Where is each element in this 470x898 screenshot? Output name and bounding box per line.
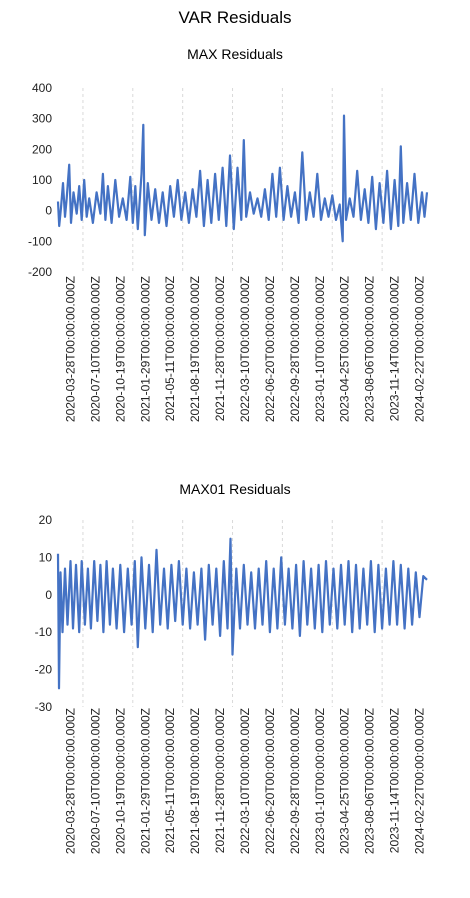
x-tick-label: 2024-02-22T00:00:00.000Z bbox=[413, 276, 427, 422]
gridlines bbox=[82, 88, 383, 272]
max-residuals-chart: 400 300 200 100 0 -100 -200 2020-03-28T00:00:00… bbox=[28, 81, 429, 422]
y-tick-label: -200 bbox=[28, 265, 52, 279]
x-tick-label: 2020-10-19T00:00:00.000Z bbox=[113, 708, 127, 854]
residual-series-line bbox=[56, 114, 429, 243]
chart-title-max01: MAX01 Residuals bbox=[179, 481, 291, 497]
x-tick-label: 2021-11-28T00:00:00.000Z bbox=[213, 276, 227, 421]
max01-residuals-chart: 20 10 0 -10 -20 -30 2020-03-28T00:00:00.000Z 20… bbox=[35, 513, 428, 854]
figure-title: VAR Residuals bbox=[178, 8, 292, 27]
x-tick-label: 2022-06-20T00:00:00.000Z bbox=[263, 708, 277, 854]
x-tick-label: 2020-03-28T00:00:00.000Z bbox=[63, 276, 77, 422]
x-tick-label: 2021-11-28T00:00:00.000Z bbox=[213, 708, 227, 853]
x-tick-label: 2021-01-29T00:00:00.000Z bbox=[138, 276, 152, 422]
x-tick-label: 2022-06-20T00:00:00.000Z bbox=[263, 276, 277, 422]
x-tick-label: 2020-07-10T00:00:00.000Z bbox=[88, 708, 102, 854]
x-tick-label: 2021-08-19T00:00:00.000Z bbox=[188, 708, 202, 854]
x-tick-label: 2020-03-28T00:00:00.000Z bbox=[63, 708, 77, 854]
y-tick-label: 200 bbox=[32, 142, 52, 156]
y-tick-label: -100 bbox=[28, 234, 52, 248]
y-tick-label: 0 bbox=[45, 204, 52, 218]
residual-series-line bbox=[56, 537, 428, 690]
y-tick-label: 300 bbox=[32, 112, 52, 126]
chart-title-max: MAX Residuals bbox=[187, 46, 283, 62]
x-tick-label: 2024-02-22T00:00:00.000Z bbox=[413, 708, 427, 854]
x-tick-label: 2023-04-25T00:00:00.000Z bbox=[338, 708, 352, 854]
x-tick-label: 2023-01-10T00:00:00.000Z bbox=[313, 276, 327, 422]
y-tick-label: -30 bbox=[35, 700, 53, 714]
x-tick-label: 2021-08-19T00:00:00.000Z bbox=[188, 276, 202, 422]
x-tick-label: 2021-01-29T00:00:00.000Z bbox=[138, 708, 152, 854]
y-tick-label: 100 bbox=[32, 173, 52, 187]
x-tick-label: 2023-04-25T00:00:00.000Z bbox=[338, 276, 352, 422]
y-tick-label: 400 bbox=[32, 81, 52, 95]
x-tick-label: 2022-03-10T00:00:00.000Z bbox=[238, 708, 252, 854]
x-tick-label: 2023-11-14T00:00:00.000Z bbox=[388, 276, 402, 421]
x-tick-label: 2023-08-06T00:00:00.000Z bbox=[363, 708, 377, 854]
x-tick-label: 2021-05-11T00:00:00.000Z bbox=[163, 276, 177, 421]
x-tick-label: 2022-09-28T00:00:00.000Z bbox=[288, 708, 302, 854]
x-tick-label: 2023-08-06T00:00:00.000Z bbox=[363, 276, 377, 422]
y-tick-label: 0 bbox=[45, 588, 52, 602]
x-tick-label: 2023-01-10T00:00:00.000Z bbox=[313, 708, 327, 854]
y-tick-label: -20 bbox=[35, 663, 53, 677]
y-tick-label: -10 bbox=[35, 625, 53, 639]
x-tick-label: 2021-05-11T00:00:00.000Z bbox=[163, 708, 177, 853]
y-tick-label: 10 bbox=[39, 550, 53, 564]
x-tick-label: 2022-03-10T00:00:00.000Z bbox=[238, 276, 252, 422]
y-tick-label: 20 bbox=[39, 513, 53, 527]
gridlines bbox=[82, 520, 383, 707]
x-tick-label: 2020-10-19T00:00:00.000Z bbox=[113, 276, 127, 422]
x-tick-label: 2022-09-28T00:00:00.000Z bbox=[288, 276, 302, 422]
x-tick-label: 2020-07-10T00:00:00.000Z bbox=[88, 276, 102, 422]
x-tick-label: 2023-11-14T00:00:00.000Z bbox=[388, 708, 402, 853]
